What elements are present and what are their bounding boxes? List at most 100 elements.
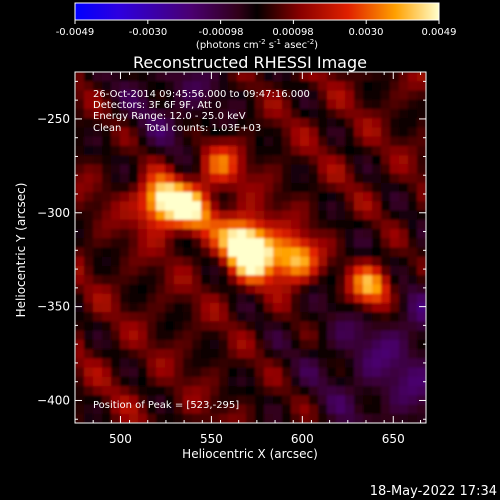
heatmap-pixel (138, 136, 148, 147)
heatmap-pixel (408, 256, 418, 267)
heatmap-pixel (75, 118, 85, 129)
heatmap-pixel (309, 127, 319, 138)
heatmap-pixel (399, 99, 409, 110)
heatmap-pixel (93, 413, 103, 423)
heatmap-pixel (345, 118, 355, 129)
heatmap-pixel (156, 265, 166, 276)
heatmap-pixel (345, 192, 355, 202)
heatmap-pixel (147, 99, 157, 110)
heatmap-pixel (273, 413, 283, 423)
heatmap-pixel (372, 312, 382, 322)
heatmap-pixel (309, 229, 319, 239)
heatmap-pixel (327, 358, 337, 369)
heatmap-pixel (354, 173, 364, 184)
heatmap-pixel (300, 219, 310, 230)
heatmap-pixel (417, 99, 426, 110)
heatmap-pixel (372, 155, 382, 165)
heatmap-pixel (336, 173, 346, 184)
heatmap-pixel (120, 81, 130, 92)
heatmap-pixel (264, 219, 274, 230)
heatmap-pixel (318, 367, 328, 378)
heatmap-pixel (210, 339, 220, 350)
y-tick-label: −400 (37, 393, 70, 407)
heatmap-pixel (336, 229, 346, 239)
heatmap-pixel (345, 330, 355, 341)
y-tick-label: −250 (37, 112, 70, 126)
heatmap-pixel (147, 72, 157, 82)
heatmap-pixel (255, 330, 265, 341)
heatmap-pixel (147, 284, 157, 295)
heatmap-pixel (102, 339, 112, 350)
heatmap-pixel (147, 330, 157, 341)
heatmap-pixel (84, 284, 94, 295)
heatmap-pixel (363, 201, 373, 212)
heatmap-pixel (372, 404, 382, 415)
heatmap-pixel (165, 386, 175, 396)
heatmap-pixel (228, 108, 238, 119)
heatmap-pixel (120, 247, 130, 258)
heatmap-pixel (381, 395, 391, 406)
heatmap-pixel (291, 321, 301, 332)
heatmap-pixel (111, 247, 121, 258)
heatmap-pixel (147, 155, 157, 165)
heatmap-pixel (300, 293, 310, 304)
heatmap-pixel (102, 413, 112, 423)
heatmap-pixel (372, 210, 382, 221)
heatmap-pixel (120, 136, 130, 147)
heatmap-pixel (156, 155, 166, 165)
heatmap-pixel (147, 182, 157, 193)
heatmap-pixel (228, 302, 238, 313)
heatmap-pixel (300, 275, 310, 286)
heatmap-pixel (327, 247, 337, 258)
heatmap-pixel (345, 349, 355, 359)
heatmap-pixel (102, 312, 112, 322)
heatmap-pixel (336, 118, 346, 129)
heatmap-pixel (174, 164, 184, 175)
heatmap-pixel (102, 395, 112, 406)
heatmap-pixel (138, 72, 148, 82)
heatmap-pixel (93, 247, 103, 258)
heatmap-pixel (372, 201, 382, 212)
heatmap-pixel (300, 192, 310, 202)
heatmap-pixel (174, 118, 184, 129)
heatmap-pixel (102, 108, 112, 119)
heatmap-pixel (138, 145, 148, 156)
heatmap-pixel (75, 99, 85, 110)
heatmap-pixel (363, 247, 373, 258)
heatmap-pixel (363, 265, 373, 276)
heatmap-pixel (201, 265, 211, 276)
heatmap-pixel (201, 155, 211, 165)
heatmap-pixel (201, 81, 211, 92)
heatmap-pixel (129, 386, 139, 396)
heatmap-pixel (291, 256, 301, 267)
heatmap-pixel (327, 192, 337, 202)
heatmap-pixel (228, 386, 238, 396)
heatmap-pixel (318, 321, 328, 332)
heatmap-pixel (165, 265, 175, 276)
heatmap-pixel (345, 99, 355, 110)
heatmap-pixel (183, 404, 193, 415)
heatmap-pixel (201, 219, 211, 230)
heatmap-pixel (363, 81, 373, 92)
heatmap-pixel (327, 238, 337, 249)
heatmap-pixel (102, 330, 112, 341)
heatmap-pixel (174, 312, 184, 322)
heatmap-pixel (210, 145, 220, 156)
heatmap-pixel (228, 201, 238, 212)
heatmap-pixel (282, 395, 292, 406)
heatmap-pixel (363, 395, 373, 406)
heatmap-pixel (120, 173, 130, 184)
heatmap-pixel (291, 127, 301, 138)
heatmap-pixel (84, 339, 94, 350)
heatmap-pixel (129, 330, 139, 341)
heatmap-pixel (129, 201, 139, 212)
heatmap-pixel (237, 229, 247, 239)
heatmap-pixel (102, 173, 112, 184)
heatmap-pixel (93, 376, 103, 387)
heatmap-pixel (399, 293, 409, 304)
heatmap-pixel (309, 164, 319, 175)
heatmap-pixel (192, 265, 202, 276)
heatmap-pixel (255, 136, 265, 147)
heatmap-pixel (174, 229, 184, 239)
heatmap-pixel (417, 192, 426, 202)
